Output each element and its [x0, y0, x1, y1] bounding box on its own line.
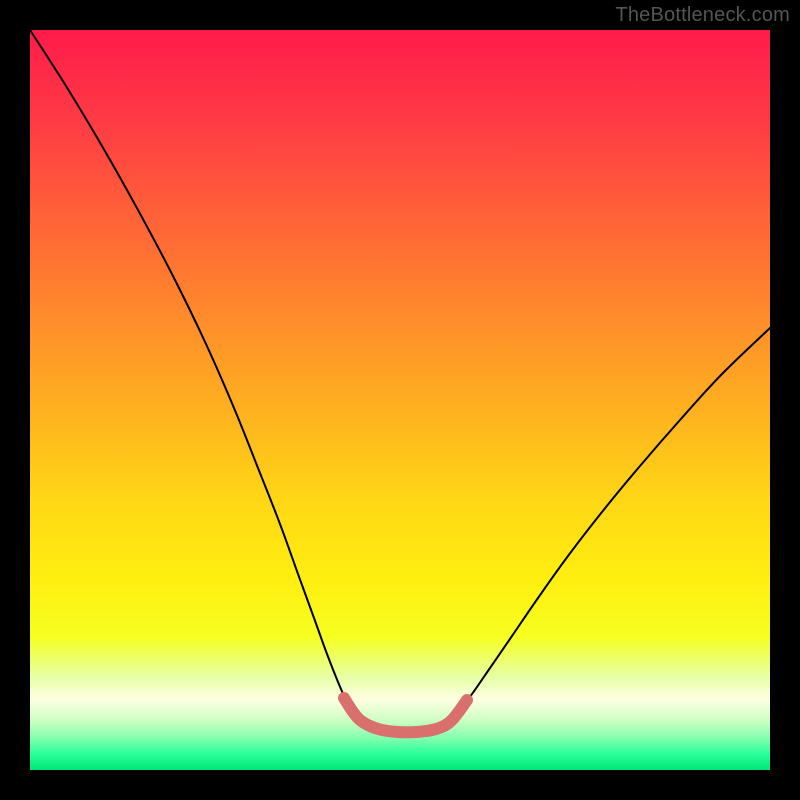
plot-background: [30, 30, 770, 770]
watermark-text: TheBottleneck.com: [615, 4, 790, 27]
chart-stage: TheBottleneck.com: [0, 0, 800, 800]
chart-svg: [0, 0, 800, 800]
